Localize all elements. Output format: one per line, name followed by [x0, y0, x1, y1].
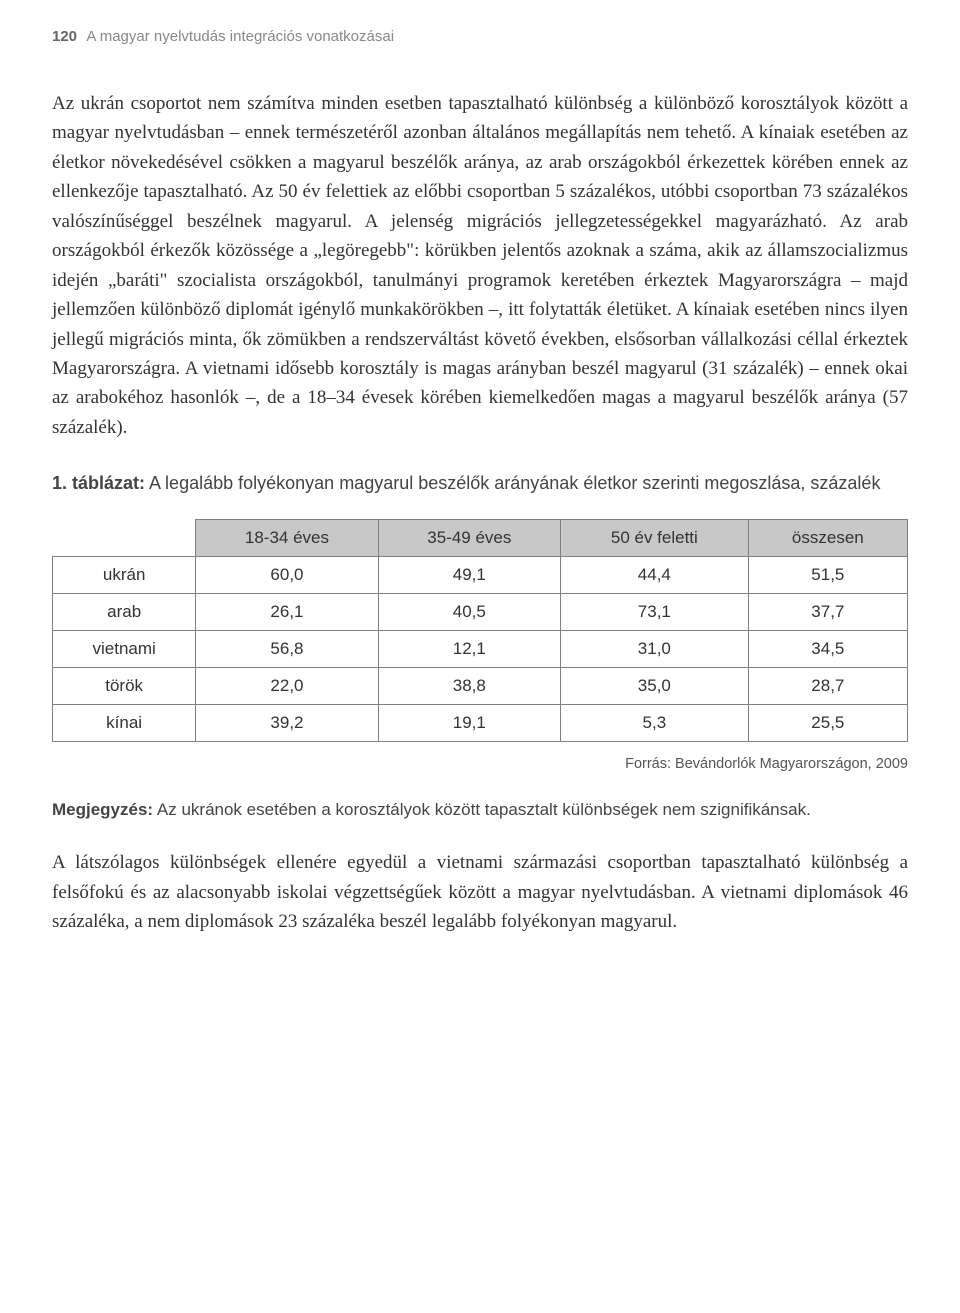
table-cell: 31,0	[561, 631, 749, 668]
table-cell: 26,1	[196, 594, 378, 631]
table-cell: 39,2	[196, 705, 378, 742]
row-label: arab	[53, 594, 196, 631]
row-label: török	[53, 668, 196, 705]
table-note: Megjegyzés: Az ukránok esetében a korosz…	[52, 800, 908, 820]
table-cell: 37,7	[748, 594, 907, 631]
table-row: török 22,0 38,8 35,0 28,7	[53, 668, 908, 705]
table-title-text: A legalább folyékonyan magyarul beszélők…	[149, 473, 880, 493]
row-label: ukrán	[53, 557, 196, 594]
table-row: ukrán 60,0 49,1 44,4 51,5	[53, 557, 908, 594]
table-cell: 49,1	[378, 557, 560, 594]
table-cell: 22,0	[196, 668, 378, 705]
table-cell: 28,7	[748, 668, 907, 705]
table-cell: 44,4	[561, 557, 749, 594]
table-cell: 34,5	[748, 631, 907, 668]
row-label: vietnami	[53, 631, 196, 668]
page-container: 120 A magyar nyelvtudás integrációs vona…	[0, 0, 960, 1005]
table-header-col-0: 18-34 éves	[196, 520, 378, 557]
table-title: 1. táblázat: A legalább folyékonyan magy…	[52, 470, 908, 497]
table-header-col-2: 50 év feletti	[561, 520, 749, 557]
table-cell: 5,3	[561, 705, 749, 742]
table-cell: 19,1	[378, 705, 560, 742]
table-header-col-3: összesen	[748, 520, 907, 557]
table-cell: 12,1	[378, 631, 560, 668]
note-label: Megjegyzés:	[52, 800, 153, 819]
table-cell: 51,5	[748, 557, 907, 594]
table-cell: 40,5	[378, 594, 560, 631]
page-header: 120 A magyar nyelvtudás integrációs vona…	[52, 28, 908, 45]
note-text: Az ukránok esetében a korosztályok közöt…	[157, 800, 811, 819]
table-row: vietnami 56,8 12,1 31,0 34,5	[53, 631, 908, 668]
page-number: 120	[52, 28, 77, 45]
row-label: kínai	[53, 705, 196, 742]
table-cell: 60,0	[196, 557, 378, 594]
body-paragraph-1: Az ukrán csoportot nem számítva minden e…	[52, 89, 908, 442]
table-header-col-1: 35-49 éves	[378, 520, 560, 557]
table-cell: 56,8	[196, 631, 378, 668]
table-source: Forrás: Bevándorlók Magyarországon, 2009	[52, 756, 908, 772]
running-title: A magyar nyelvtudás integrációs vonatkoz…	[86, 28, 394, 45]
table-cell: 73,1	[561, 594, 749, 631]
data-table: 18-34 éves 35-49 éves 50 év feletti össz…	[52, 519, 908, 742]
table-cell: 25,5	[748, 705, 907, 742]
table-cell: 38,8	[378, 668, 560, 705]
table-header-blank	[53, 520, 196, 557]
body-paragraph-2: A látszólagos különbségek ellenére egyed…	[52, 848, 908, 936]
table-cell: 35,0	[561, 668, 749, 705]
table-row: arab 26,1 40,5 73,1 37,7	[53, 594, 908, 631]
table-header-row: 18-34 éves 35-49 éves 50 év feletti össz…	[53, 520, 908, 557]
table-title-label: 1. táblázat:	[52, 473, 145, 493]
table-row: kínai 39,2 19,1 5,3 25,5	[53, 705, 908, 742]
